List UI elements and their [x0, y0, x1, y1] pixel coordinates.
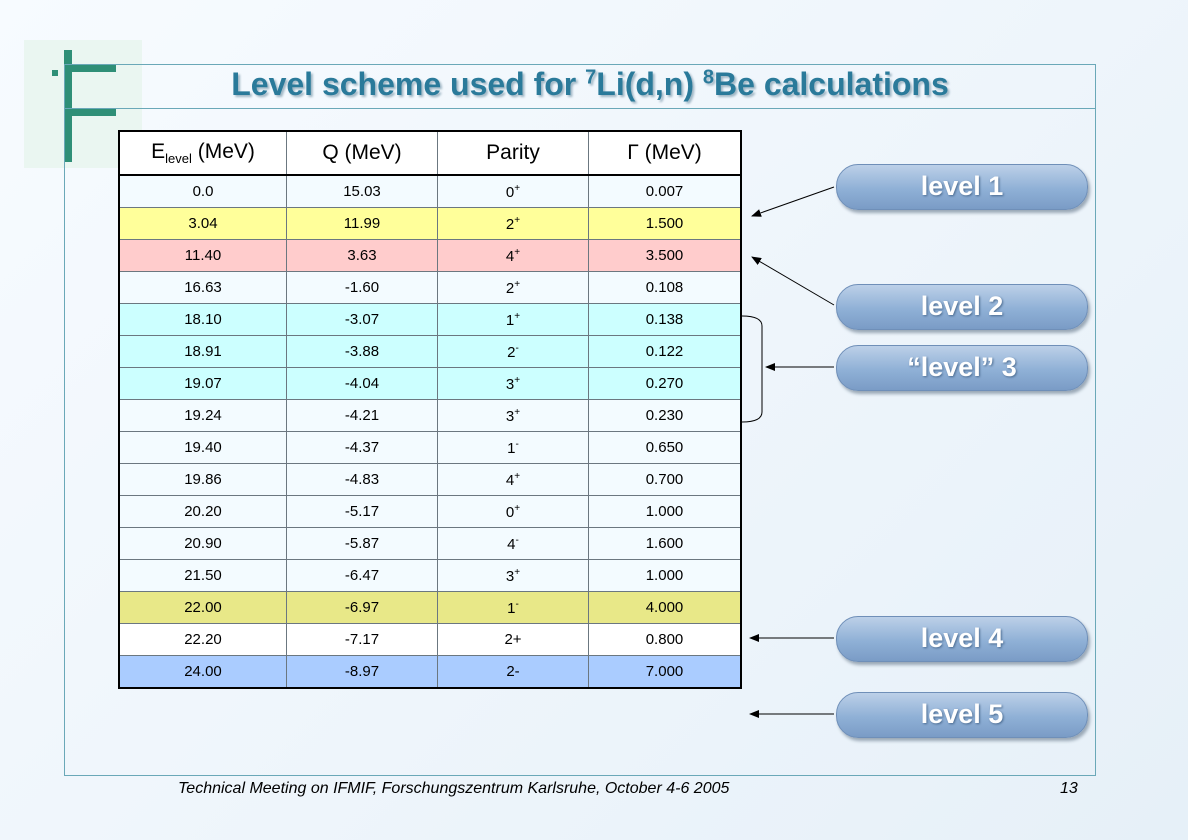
- cell-parity: 0+: [437, 174, 589, 208]
- cell-e-level: 16.63: [118, 271, 287, 304]
- table-header-row: Elevel (MeV) Q (MeV) Parity Γ (MeV): [118, 130, 742, 176]
- cell-e-level: 19.07: [118, 367, 287, 400]
- cell-e-level: 3.04: [118, 207, 287, 240]
- cell-parity: 2-: [437, 335, 589, 368]
- table-row: 22.00 -6.97 1- 4.000: [118, 591, 742, 624]
- cell-gamma: 1.000: [588, 495, 742, 528]
- cell-gamma: 4.000: [588, 591, 742, 624]
- cell-q: -8.97: [286, 655, 438, 689]
- cell-e-level: 24.00: [118, 655, 287, 689]
- slide-title: Level scheme used for 7Li(d,n) 8Be calcu…: [231, 66, 949, 102]
- cell-parity: 0+: [437, 495, 589, 528]
- cell-parity: 3+: [437, 399, 589, 432]
- table-row: 11.40 3.63 4+ 3.500: [118, 239, 742, 272]
- cell-e-level: 0.0: [118, 174, 287, 208]
- cell-parity: 4+: [437, 239, 589, 272]
- level1-label: level 1: [836, 164, 1088, 210]
- level5-label: level 5: [836, 692, 1088, 738]
- table-row: 16.63 -1.60 2+ 0.108: [118, 271, 742, 304]
- cell-q: -1.60: [286, 271, 438, 304]
- cell-parity: 2+: [437, 271, 589, 304]
- arrow-level1: [751, 186, 835, 217]
- arrow-level2: [751, 256, 835, 306]
- cell-q: -7.17: [286, 623, 438, 656]
- cell-e-level: 19.40: [118, 431, 287, 464]
- cell-e-level: 19.86: [118, 463, 287, 496]
- footer-text: Technical Meeting on IFMIF, Forschungsze…: [178, 780, 730, 797]
- level-scheme-table: Elevel (MeV) Q (MeV) Parity Γ (MeV) 0.0 1…: [118, 130, 742, 689]
- table-row: 22.20 -7.17 2+ 0.800: [118, 623, 742, 656]
- level3-label: “level” 3: [836, 345, 1088, 391]
- level2-label: level 2: [836, 284, 1088, 330]
- cell-q: -4.21: [286, 399, 438, 432]
- table-row: 21.50 -6.47 3+ 1.000: [118, 559, 742, 592]
- cell-q: 15.03: [286, 174, 438, 208]
- cell-parity: 3+: [437, 367, 589, 400]
- cell-gamma: 1.000: [588, 559, 742, 592]
- table-row: 18.91 -3.88 2- 0.122: [118, 335, 742, 368]
- institute-logo: [24, 40, 142, 168]
- page-number: 13: [1060, 780, 1078, 797]
- cell-parity: 4-: [437, 527, 589, 560]
- cell-parity: 2+: [437, 623, 589, 656]
- cell-gamma: 0.108: [588, 271, 742, 304]
- cell-gamma: 0.138: [588, 303, 742, 336]
- table-row: 18.10 -3.07 1+ 0.138: [118, 303, 742, 336]
- slide-frame: [64, 64, 1096, 776]
- cell-gamma: 0.800: [588, 623, 742, 656]
- cell-e-level: 18.91: [118, 335, 287, 368]
- header-e-level: Elevel (MeV): [118, 130, 287, 176]
- cell-q: -5.17: [286, 495, 438, 528]
- table-row: 24.00 -8.97 2- 7.000: [118, 655, 742, 689]
- cell-parity: 1+: [437, 303, 589, 336]
- cell-q: -4.83: [286, 463, 438, 496]
- table-row: 20.20 -5.17 0+ 1.000: [118, 495, 742, 528]
- cell-q: -4.37: [286, 431, 438, 464]
- cell-gamma: 3.500: [588, 239, 742, 272]
- cell-gamma: 1.600: [588, 527, 742, 560]
- cell-gamma: 0.650: [588, 431, 742, 464]
- header-q: Q (MeV): [286, 130, 438, 176]
- table-row: 19.24 -4.21 3+ 0.230: [118, 399, 742, 432]
- cell-parity: 2-: [437, 655, 589, 689]
- cell-gamma: 1.500: [588, 207, 742, 240]
- header-parity: Parity: [437, 130, 589, 176]
- level4-label: level 4: [836, 616, 1088, 662]
- cell-e-level: 21.50: [118, 559, 287, 592]
- cell-gamma: 0.122: [588, 335, 742, 368]
- cell-gamma: 7.000: [588, 655, 742, 689]
- table-row: 0.0 15.03 0+ 0.007: [118, 174, 742, 208]
- cell-e-level: 18.10: [118, 303, 287, 336]
- table-row: 19.40 -4.37 1- 0.650: [118, 431, 742, 464]
- cell-e-level: 22.20: [118, 623, 287, 656]
- cell-parity: 2+: [437, 207, 589, 240]
- title-divider: [64, 108, 1096, 109]
- cell-gamma: 0.700: [588, 463, 742, 496]
- cell-gamma: 0.007: [588, 174, 742, 208]
- cell-e-level: 19.24: [118, 399, 287, 432]
- header-gamma: Γ (MeV): [588, 130, 742, 176]
- cell-parity: 1-: [437, 431, 589, 464]
- cell-parity: 3+: [437, 559, 589, 592]
- level3-bracket: [741, 315, 763, 423]
- table-row: 19.86 -4.83 4+ 0.700: [118, 463, 742, 496]
